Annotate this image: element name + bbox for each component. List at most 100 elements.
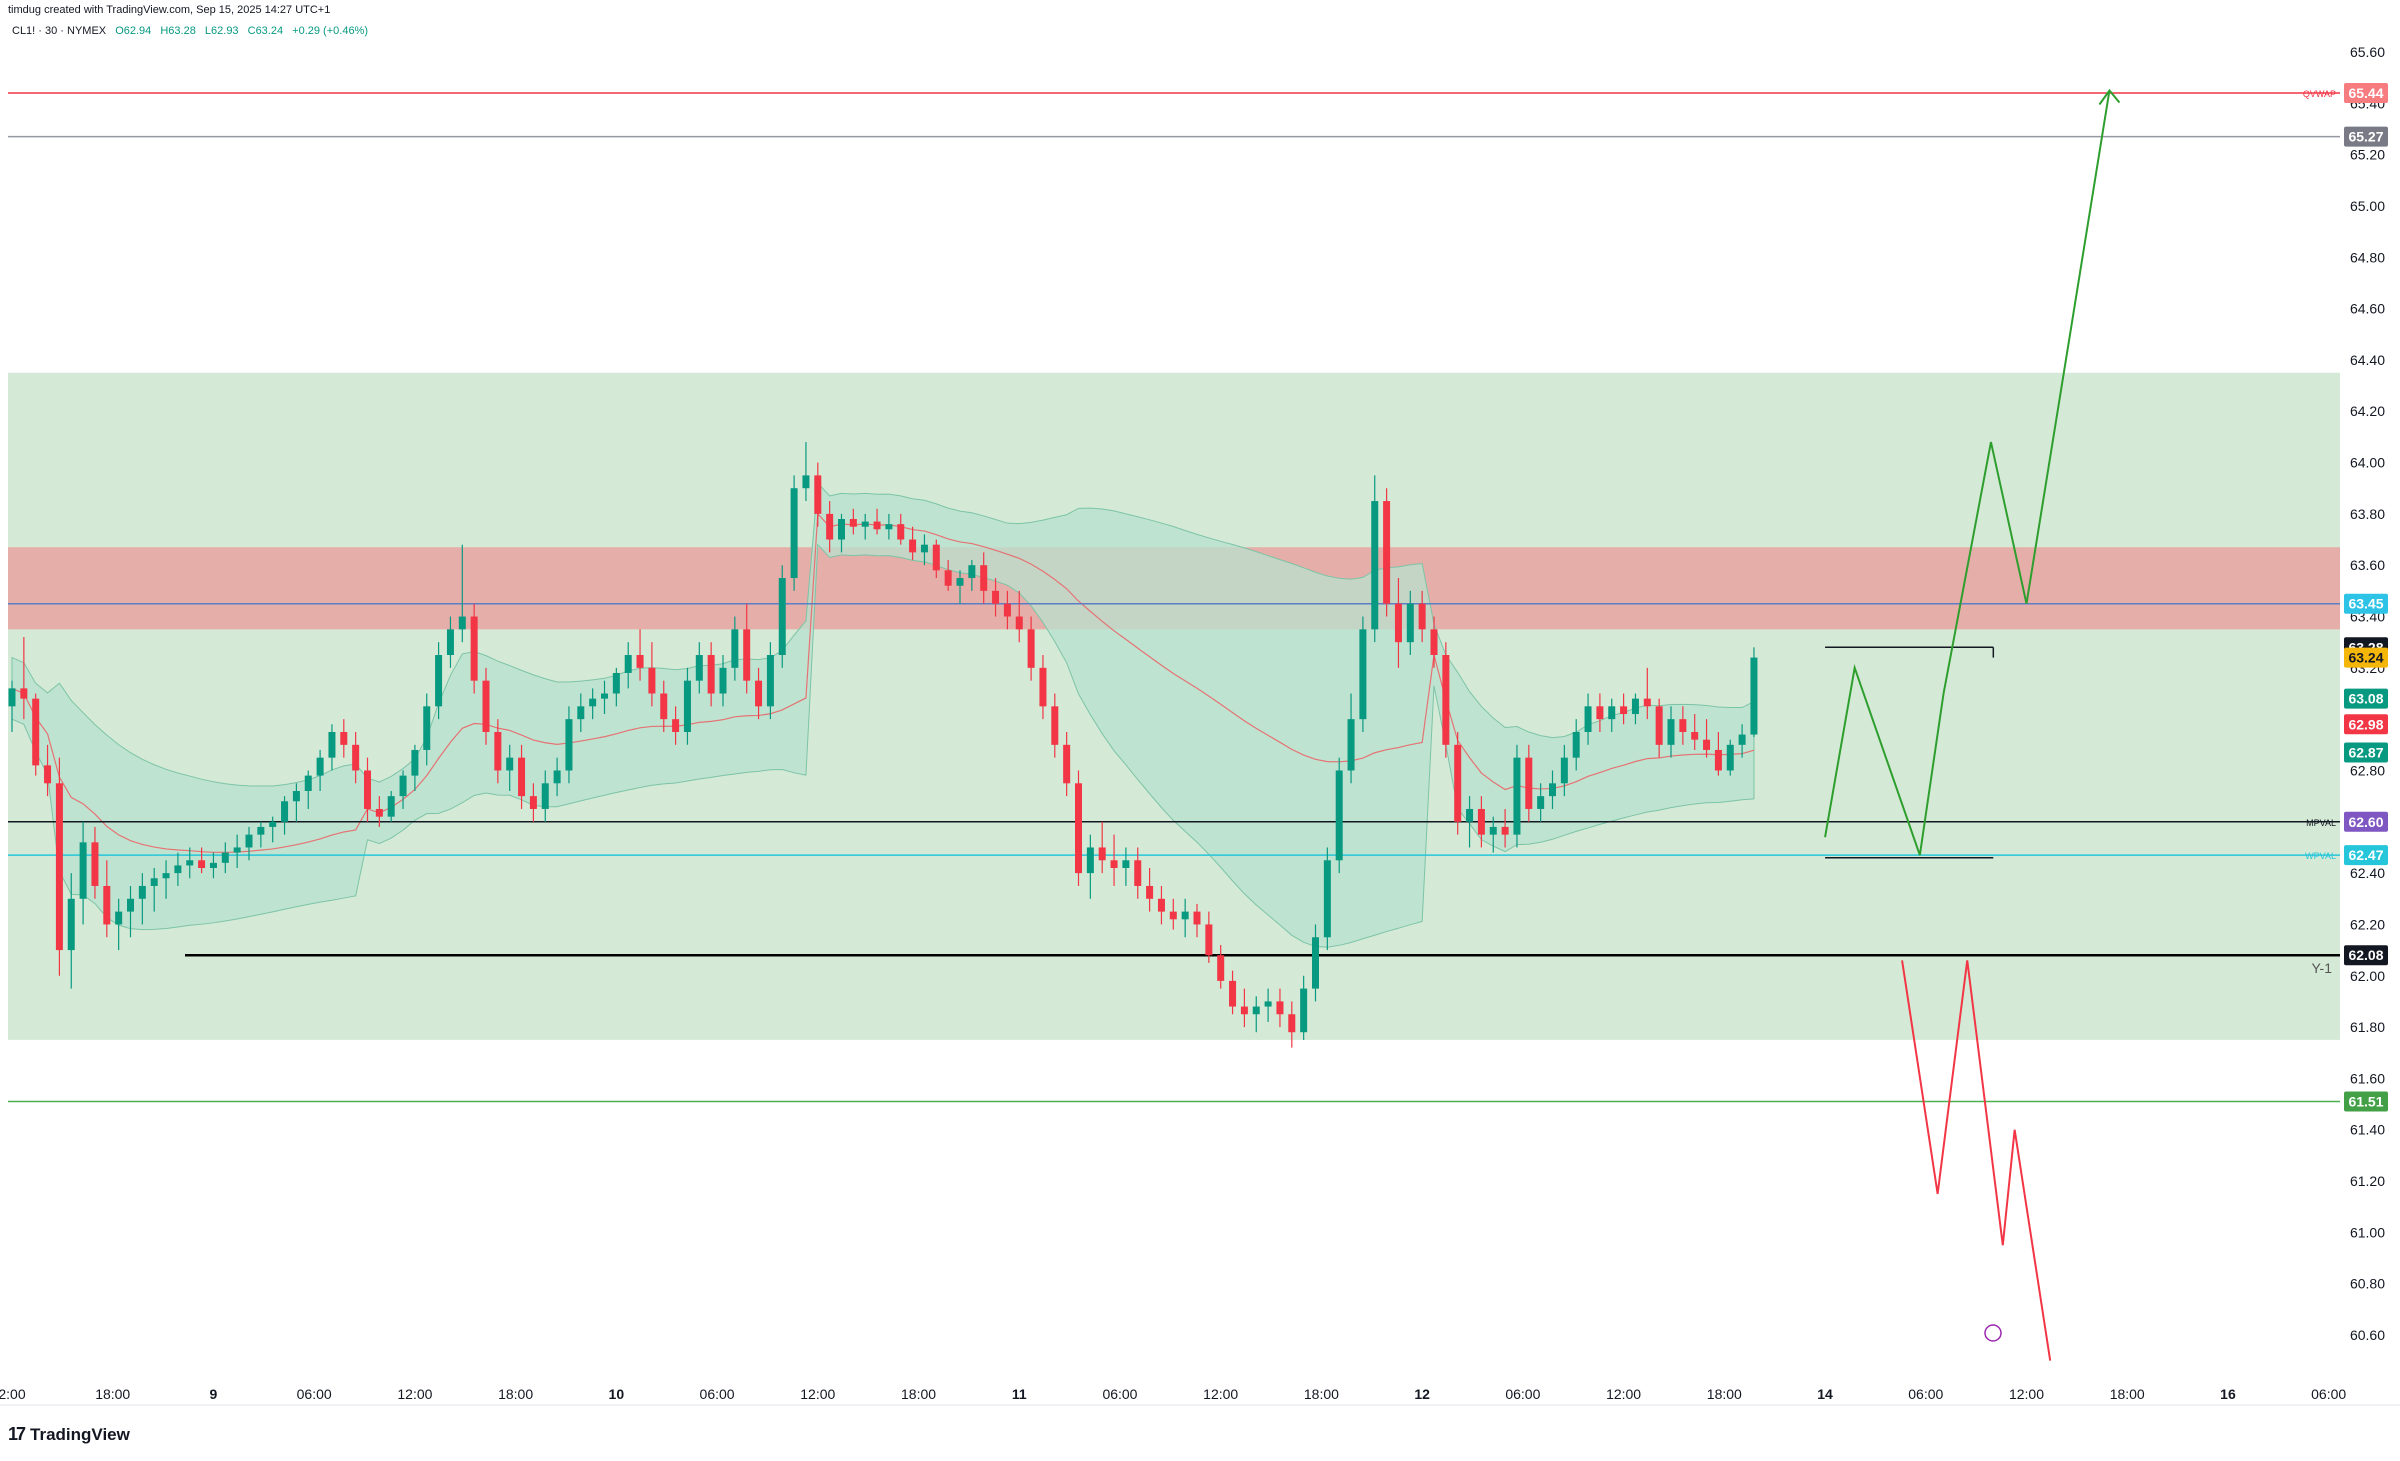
candle-body[interactable] — [992, 590, 1000, 604]
candle-body[interactable] — [873, 521, 881, 530]
candle-body[interactable] — [790, 488, 798, 579]
candle-body[interactable] — [1157, 898, 1165, 912]
candle-body[interactable] — [1620, 706, 1628, 715]
candle-body[interactable] — [980, 565, 988, 591]
candle-body[interactable] — [838, 519, 845, 540]
candle-body[interactable] — [32, 698, 40, 766]
candle-body[interactable] — [1217, 955, 1225, 981]
candle-body[interactable] — [150, 878, 158, 886]
candle-body[interactable] — [1240, 1006, 1248, 1015]
candle-body[interactable] — [1264, 1001, 1272, 1007]
candle-body[interactable] — [257, 826, 265, 835]
candle-body[interactable] — [1726, 744, 1734, 771]
candle-body[interactable] — [683, 680, 691, 732]
candle-body[interactable] — [1537, 796, 1545, 809]
candle-body[interactable] — [1584, 706, 1592, 732]
candle-body[interactable] — [1560, 757, 1568, 784]
candle-body[interactable] — [1525, 757, 1533, 809]
candle-body[interactable] — [920, 544, 928, 553]
candle-body[interactable] — [1110, 860, 1118, 868]
candle-body[interactable] — [565, 719, 573, 771]
candle-body[interactable] — [1501, 826, 1509, 835]
candle-body[interactable] — [1039, 667, 1047, 707]
candle-body[interactable] — [1205, 924, 1213, 956]
candle-body[interactable] — [20, 688, 28, 699]
candle-body[interactable] — [885, 524, 893, 530]
candle-body[interactable] — [8, 688, 16, 707]
candle-body[interactable] — [1406, 603, 1414, 643]
candle-body[interactable] — [826, 513, 834, 540]
candle-body[interactable] — [529, 796, 537, 809]
candle-body[interactable] — [1371, 501, 1379, 630]
candle-body[interactable] — [1513, 757, 1521, 835]
candle-body[interactable] — [1631, 698, 1639, 715]
candle-body[interactable] — [814, 475, 822, 514]
candle-body[interactable] — [932, 544, 940, 571]
candle-body[interactable] — [1063, 744, 1071, 784]
price-tag-qvwap[interactable] — [2344, 83, 2388, 104]
candle-body[interactable] — [138, 885, 146, 899]
candle-body[interactable] — [672, 719, 680, 732]
candle-body[interactable] — [1075, 783, 1082, 874]
candle-body[interactable] — [1572, 731, 1580, 758]
price-tag[interactable] — [2344, 714, 2388, 735]
candle-body[interactable] — [67, 898, 75, 951]
candle-body[interactable] — [44, 765, 52, 784]
candle-body[interactable] — [115, 911, 123, 925]
candle-body[interactable] — [352, 744, 360, 771]
candle-body[interactable] — [743, 629, 751, 681]
candle-body[interactable] — [399, 775, 407, 797]
candle-body[interactable] — [292, 791, 300, 802]
price-tag-mpval[interactable] — [2344, 811, 2388, 832]
candle-body[interactable] — [802, 475, 810, 489]
candle-body[interactable] — [458, 616, 466, 630]
candle-body[interactable] — [1181, 911, 1189, 920]
price-tag[interactable] — [2344, 688, 2388, 709]
candle-body[interactable] — [127, 898, 134, 912]
candle-body[interactable] — [1359, 629, 1367, 720]
candle-body[interactable] — [304, 775, 312, 792]
candle-body[interactable] — [648, 667, 656, 694]
candle-body[interactable] — [435, 655, 443, 707]
candle-body[interactable] — [1276, 1001, 1284, 1015]
candle-body[interactable] — [636, 655, 644, 668]
candle-body[interactable] — [281, 801, 289, 822]
candle-body[interactable] — [1300, 988, 1308, 1033]
symbol-label[interactable]: CL1! · 30 · NYMEX — [12, 25, 107, 37]
candle-body[interactable] — [660, 693, 668, 720]
candle-body[interactable] — [909, 539, 917, 553]
candle-body[interactable] — [1193, 911, 1201, 925]
candle-body[interactable] — [198, 860, 206, 868]
candle-body[interactable] — [494, 731, 502, 771]
candle-body[interactable] — [1691, 731, 1699, 740]
candle-body[interactable] — [174, 865, 182, 874]
candle-body[interactable] — [1086, 847, 1094, 874]
candle-body[interactable] — [1738, 734, 1746, 745]
candle-body[interactable] — [423, 706, 431, 750]
candle-body[interactable] — [1229, 980, 1237, 1007]
candle-body[interactable] — [340, 731, 348, 745]
candle-body[interactable] — [849, 519, 857, 527]
candle-body[interactable] — [1394, 603, 1402, 643]
candle-body[interactable] — [601, 693, 608, 699]
candle-body[interactable] — [1466, 808, 1474, 822]
candle-body[interactable] — [1347, 719, 1355, 771]
candle-body[interactable] — [1323, 860, 1331, 938]
candle-body[interactable] — [1418, 603, 1426, 630]
candle-body[interactable] — [1489, 826, 1497, 835]
candle-body[interactable] — [897, 524, 905, 540]
projection-down-path[interactable] — [1901, 960, 2052, 1361]
candle-body[interactable] — [506, 757, 514, 771]
price-tag-level-65.27[interactable] — [2344, 126, 2388, 147]
candle-body[interactable] — [577, 706, 585, 720]
price-tag[interactable] — [2344, 742, 2388, 763]
candle-body[interactable] — [269, 821, 277, 827]
candle-body[interactable] — [482, 680, 490, 732]
candle-body[interactable] — [1027, 629, 1035, 668]
candle-body[interactable] — [1098, 847, 1106, 861]
candle-body[interactable] — [1750, 657, 1758, 735]
candle-body[interactable] — [1714, 749, 1722, 771]
price-tag-level-61.51[interactable] — [2344, 1091, 2388, 1112]
candle-body[interactable] — [1477, 808, 1485, 835]
price-tag[interactable] — [2344, 647, 2388, 668]
